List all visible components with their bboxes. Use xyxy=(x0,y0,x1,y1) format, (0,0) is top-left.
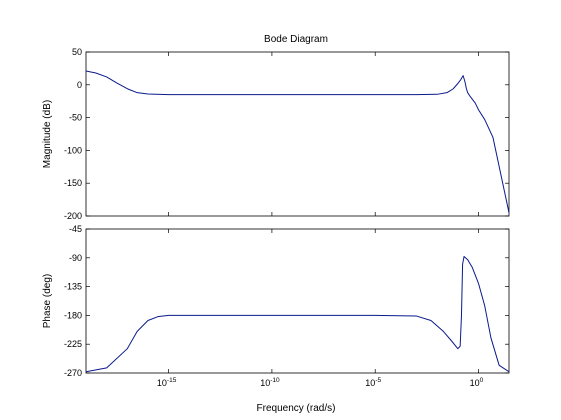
phase-plot: -45 -90 -135 -180 -225 -270 Phase (deg) xyxy=(42,224,510,378)
phase-series-line xyxy=(85,256,510,373)
y-tick-label: -200 xyxy=(64,211,82,221)
phase-y-ticks: -45 -90 -135 -180 -225 -270 xyxy=(64,224,509,378)
y-tick-label: -180 xyxy=(64,310,82,320)
x-tick-label: 10-5 xyxy=(365,377,381,388)
magnitude-series-line xyxy=(85,70,510,213)
y-tick-label: -50 xyxy=(69,113,82,123)
y-tick-label: 0 xyxy=(77,80,82,90)
x-tick-labels: 10-15 10-10 10-5 100 xyxy=(157,377,484,388)
magnitude-plot: 50 0 -50 -100 -150 -200 Magnitude (dB) xyxy=(42,47,510,221)
y-tick-label: -45 xyxy=(69,224,82,234)
phase-axes-frame xyxy=(85,228,510,374)
x-axis-label: Frequency (rad/s) xyxy=(257,403,336,414)
magnitude-axes-frame xyxy=(85,51,510,217)
y-tick-label: -135 xyxy=(64,282,82,292)
y-tick-label: -225 xyxy=(64,339,82,349)
x-tick-label: 10-15 xyxy=(157,377,177,388)
magnitude-y-label: Magnitude (dB) xyxy=(42,100,53,168)
phase-y-label: Phase (deg) xyxy=(42,274,53,328)
y-tick-label: -100 xyxy=(64,145,82,155)
magnitude-y-ticks: 50 0 -50 -100 -150 -200 xyxy=(64,47,509,221)
y-tick-label: -90 xyxy=(69,253,82,263)
x-tick-label: 100 xyxy=(470,377,484,388)
phase-x-ticks xyxy=(168,229,479,373)
x-tick-label: 10-10 xyxy=(260,377,280,388)
y-tick-label: -150 xyxy=(64,178,82,188)
chart-title: Bode Diagram xyxy=(264,34,328,45)
y-tick-label: 50 xyxy=(72,47,82,57)
y-tick-label: -270 xyxy=(64,368,82,378)
magnitude-x-ticks xyxy=(168,52,479,216)
